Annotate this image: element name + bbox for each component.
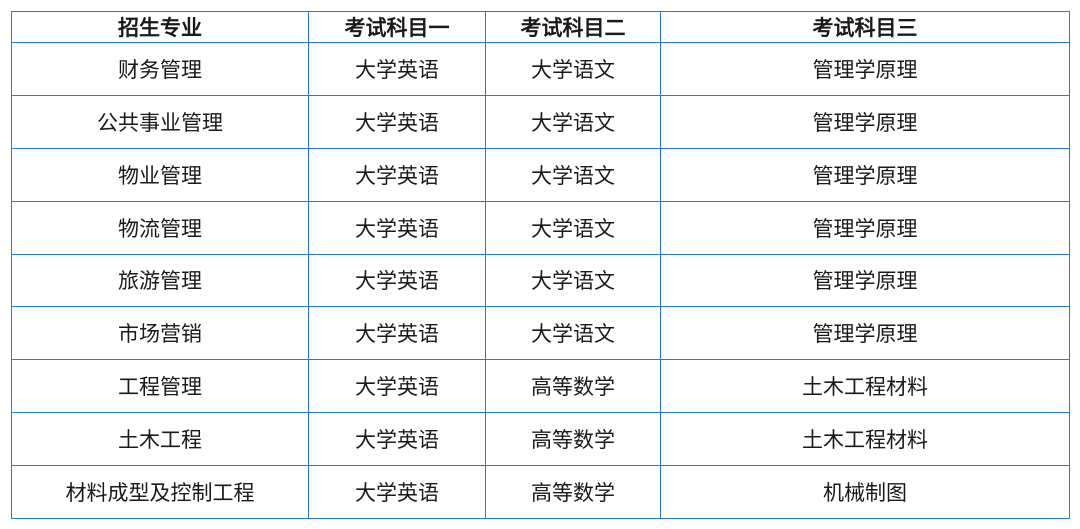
table-cell: 管理学原理 bbox=[660, 253, 1070, 308]
table-cell: 大学英语 bbox=[308, 359, 486, 414]
table-cell: 财务管理 bbox=[11, 42, 309, 96]
column-header: 考试科目三 bbox=[660, 11, 1070, 43]
table-row: 土木工程 大学英语 高等数学 土木工程材料 bbox=[11, 412, 1070, 466]
column-header: 考试科目二 bbox=[485, 11, 661, 43]
table-cell: 大学英语 bbox=[308, 42, 486, 96]
table-cell: 高等数学 bbox=[485, 412, 661, 466]
exam-subjects-table: 招生专业 考试科目一 考试科目二 考试科目三 财务管理 大学英语 大学语文 管理学原理 公共事… bbox=[11, 11, 1070, 519]
column-header: 招生专业 bbox=[11, 11, 309, 43]
table-cell: 大学语文 bbox=[485, 200, 661, 255]
table-row: 公共事业管理 大学英语 大学语文 管理学原理 bbox=[11, 94, 1070, 149]
table-row: 市场营销 大学英语 大学语文 管理学原理 bbox=[11, 306, 1070, 361]
table-cell: 土木工程材料 bbox=[660, 359, 1070, 414]
table-cell: 大学英语 bbox=[308, 200, 486, 255]
table-cell: 公共事业管理 bbox=[11, 94, 309, 149]
table-cell: 管理学原理 bbox=[660, 42, 1070, 96]
table-cell: 大学语文 bbox=[485, 147, 661, 202]
table-cell: 市场营销 bbox=[11, 306, 309, 361]
table-cell: 工程管理 bbox=[11, 359, 309, 414]
table-cell: 大学英语 bbox=[308, 412, 486, 466]
table-cell: 大学英语 bbox=[308, 306, 486, 361]
table-row: 物业管理 大学英语 大学语文 管理学原理 bbox=[11, 147, 1070, 202]
table-cell: 管理学原理 bbox=[660, 306, 1070, 361]
table-cell: 物流管理 bbox=[11, 200, 309, 255]
table-cell: 管理学原理 bbox=[660, 200, 1070, 255]
header-row: 招生专业 考试科目一 考试科目二 考试科目三 bbox=[11, 11, 1070, 43]
table-cell: 物业管理 bbox=[11, 147, 309, 202]
table-cell: 管理学原理 bbox=[660, 94, 1070, 149]
table-cell: 大学语文 bbox=[485, 253, 661, 308]
table-cell: 机械制图 bbox=[660, 465, 1070, 519]
table-row: 旅游管理 大学英语 大学语文 管理学原理 bbox=[11, 253, 1070, 308]
table-cell: 大学英语 bbox=[308, 147, 486, 202]
table-row: 工程管理 大学英语 高等数学 土木工程材料 bbox=[11, 359, 1070, 414]
table-cell: 大学语文 bbox=[485, 94, 661, 149]
table-row: 财务管理 大学英语 大学语文 管理学原理 bbox=[11, 42, 1070, 96]
table-cell: 大学语文 bbox=[485, 42, 661, 96]
table-cell: 大学英语 bbox=[308, 94, 486, 149]
table-cell: 土木工程材料 bbox=[660, 412, 1070, 466]
table-cell: 管理学原理 bbox=[660, 147, 1070, 202]
table-cell: 大学英语 bbox=[308, 465, 486, 519]
column-header: 考试科目一 bbox=[308, 11, 486, 43]
table-cell: 大学语文 bbox=[485, 306, 661, 361]
table-row: 物流管理 大学英语 大学语文 管理学原理 bbox=[11, 200, 1070, 255]
table-row: 材料成型及控制工程 大学英语 高等数学 机械制图 bbox=[11, 465, 1070, 519]
table-cell: 土木工程 bbox=[11, 412, 309, 466]
table-cell: 高等数学 bbox=[485, 359, 661, 414]
table-cell: 高等数学 bbox=[485, 465, 661, 519]
table-cell: 材料成型及控制工程 bbox=[11, 465, 309, 519]
table-cell: 大学英语 bbox=[308, 253, 486, 308]
table-cell: 旅游管理 bbox=[11, 253, 309, 308]
